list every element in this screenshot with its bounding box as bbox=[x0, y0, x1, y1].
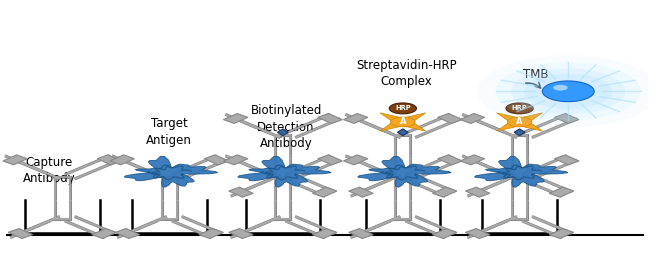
Polygon shape bbox=[278, 129, 289, 136]
Circle shape bbox=[553, 85, 567, 90]
Polygon shape bbox=[514, 113, 543, 125]
Polygon shape bbox=[432, 229, 457, 238]
Circle shape bbox=[542, 81, 594, 102]
Circle shape bbox=[389, 103, 417, 114]
Polygon shape bbox=[549, 229, 574, 238]
Circle shape bbox=[506, 103, 533, 114]
Circle shape bbox=[507, 117, 532, 127]
Polygon shape bbox=[514, 119, 543, 131]
Polygon shape bbox=[115, 229, 140, 238]
Polygon shape bbox=[380, 113, 409, 125]
Polygon shape bbox=[474, 156, 568, 187]
Polygon shape bbox=[460, 155, 485, 165]
Polygon shape bbox=[554, 155, 579, 165]
Polygon shape bbox=[343, 155, 368, 165]
Polygon shape bbox=[396, 119, 426, 131]
Text: Target
Antigen: Target Antigen bbox=[146, 117, 192, 147]
Polygon shape bbox=[229, 229, 254, 238]
Polygon shape bbox=[348, 187, 373, 197]
Polygon shape bbox=[554, 114, 579, 124]
Polygon shape bbox=[432, 187, 457, 197]
Polygon shape bbox=[199, 229, 224, 238]
Polygon shape bbox=[397, 129, 408, 136]
Text: TMB: TMB bbox=[523, 68, 549, 81]
Polygon shape bbox=[313, 187, 337, 197]
Polygon shape bbox=[465, 229, 490, 238]
Polygon shape bbox=[313, 229, 337, 238]
Polygon shape bbox=[204, 155, 229, 165]
Text: A: A bbox=[400, 118, 406, 126]
Circle shape bbox=[511, 69, 625, 114]
Polygon shape bbox=[224, 155, 248, 165]
Text: HRP: HRP bbox=[395, 105, 411, 111]
Polygon shape bbox=[497, 113, 526, 125]
Polygon shape bbox=[396, 113, 426, 125]
Polygon shape bbox=[465, 187, 490, 197]
Polygon shape bbox=[229, 187, 254, 197]
Polygon shape bbox=[437, 155, 462, 165]
Circle shape bbox=[391, 117, 415, 127]
Polygon shape bbox=[318, 155, 343, 165]
Polygon shape bbox=[460, 114, 485, 124]
Polygon shape bbox=[124, 156, 218, 187]
Text: Capture
Antibody: Capture Antibody bbox=[23, 156, 75, 185]
Polygon shape bbox=[92, 229, 116, 238]
Circle shape bbox=[524, 74, 612, 109]
Polygon shape bbox=[348, 229, 373, 238]
Polygon shape bbox=[549, 187, 574, 197]
Polygon shape bbox=[318, 114, 343, 124]
Polygon shape bbox=[514, 129, 525, 136]
Polygon shape bbox=[437, 114, 462, 124]
Polygon shape bbox=[3, 155, 27, 165]
Polygon shape bbox=[98, 155, 122, 165]
Polygon shape bbox=[8, 229, 32, 238]
Polygon shape bbox=[110, 155, 135, 165]
Polygon shape bbox=[358, 156, 451, 187]
Polygon shape bbox=[224, 114, 248, 124]
Text: A: A bbox=[516, 118, 523, 126]
Text: Streptavidin-HRP
Complex: Streptavidin-HRP Complex bbox=[356, 59, 456, 88]
Polygon shape bbox=[497, 119, 526, 131]
Polygon shape bbox=[380, 119, 409, 131]
Polygon shape bbox=[343, 114, 368, 124]
Text: HRP: HRP bbox=[512, 105, 527, 111]
Polygon shape bbox=[238, 156, 332, 187]
Text: Biotinylated
Detection
Antibody: Biotinylated Detection Antibody bbox=[250, 104, 322, 150]
Circle shape bbox=[477, 55, 650, 127]
Circle shape bbox=[495, 62, 641, 120]
